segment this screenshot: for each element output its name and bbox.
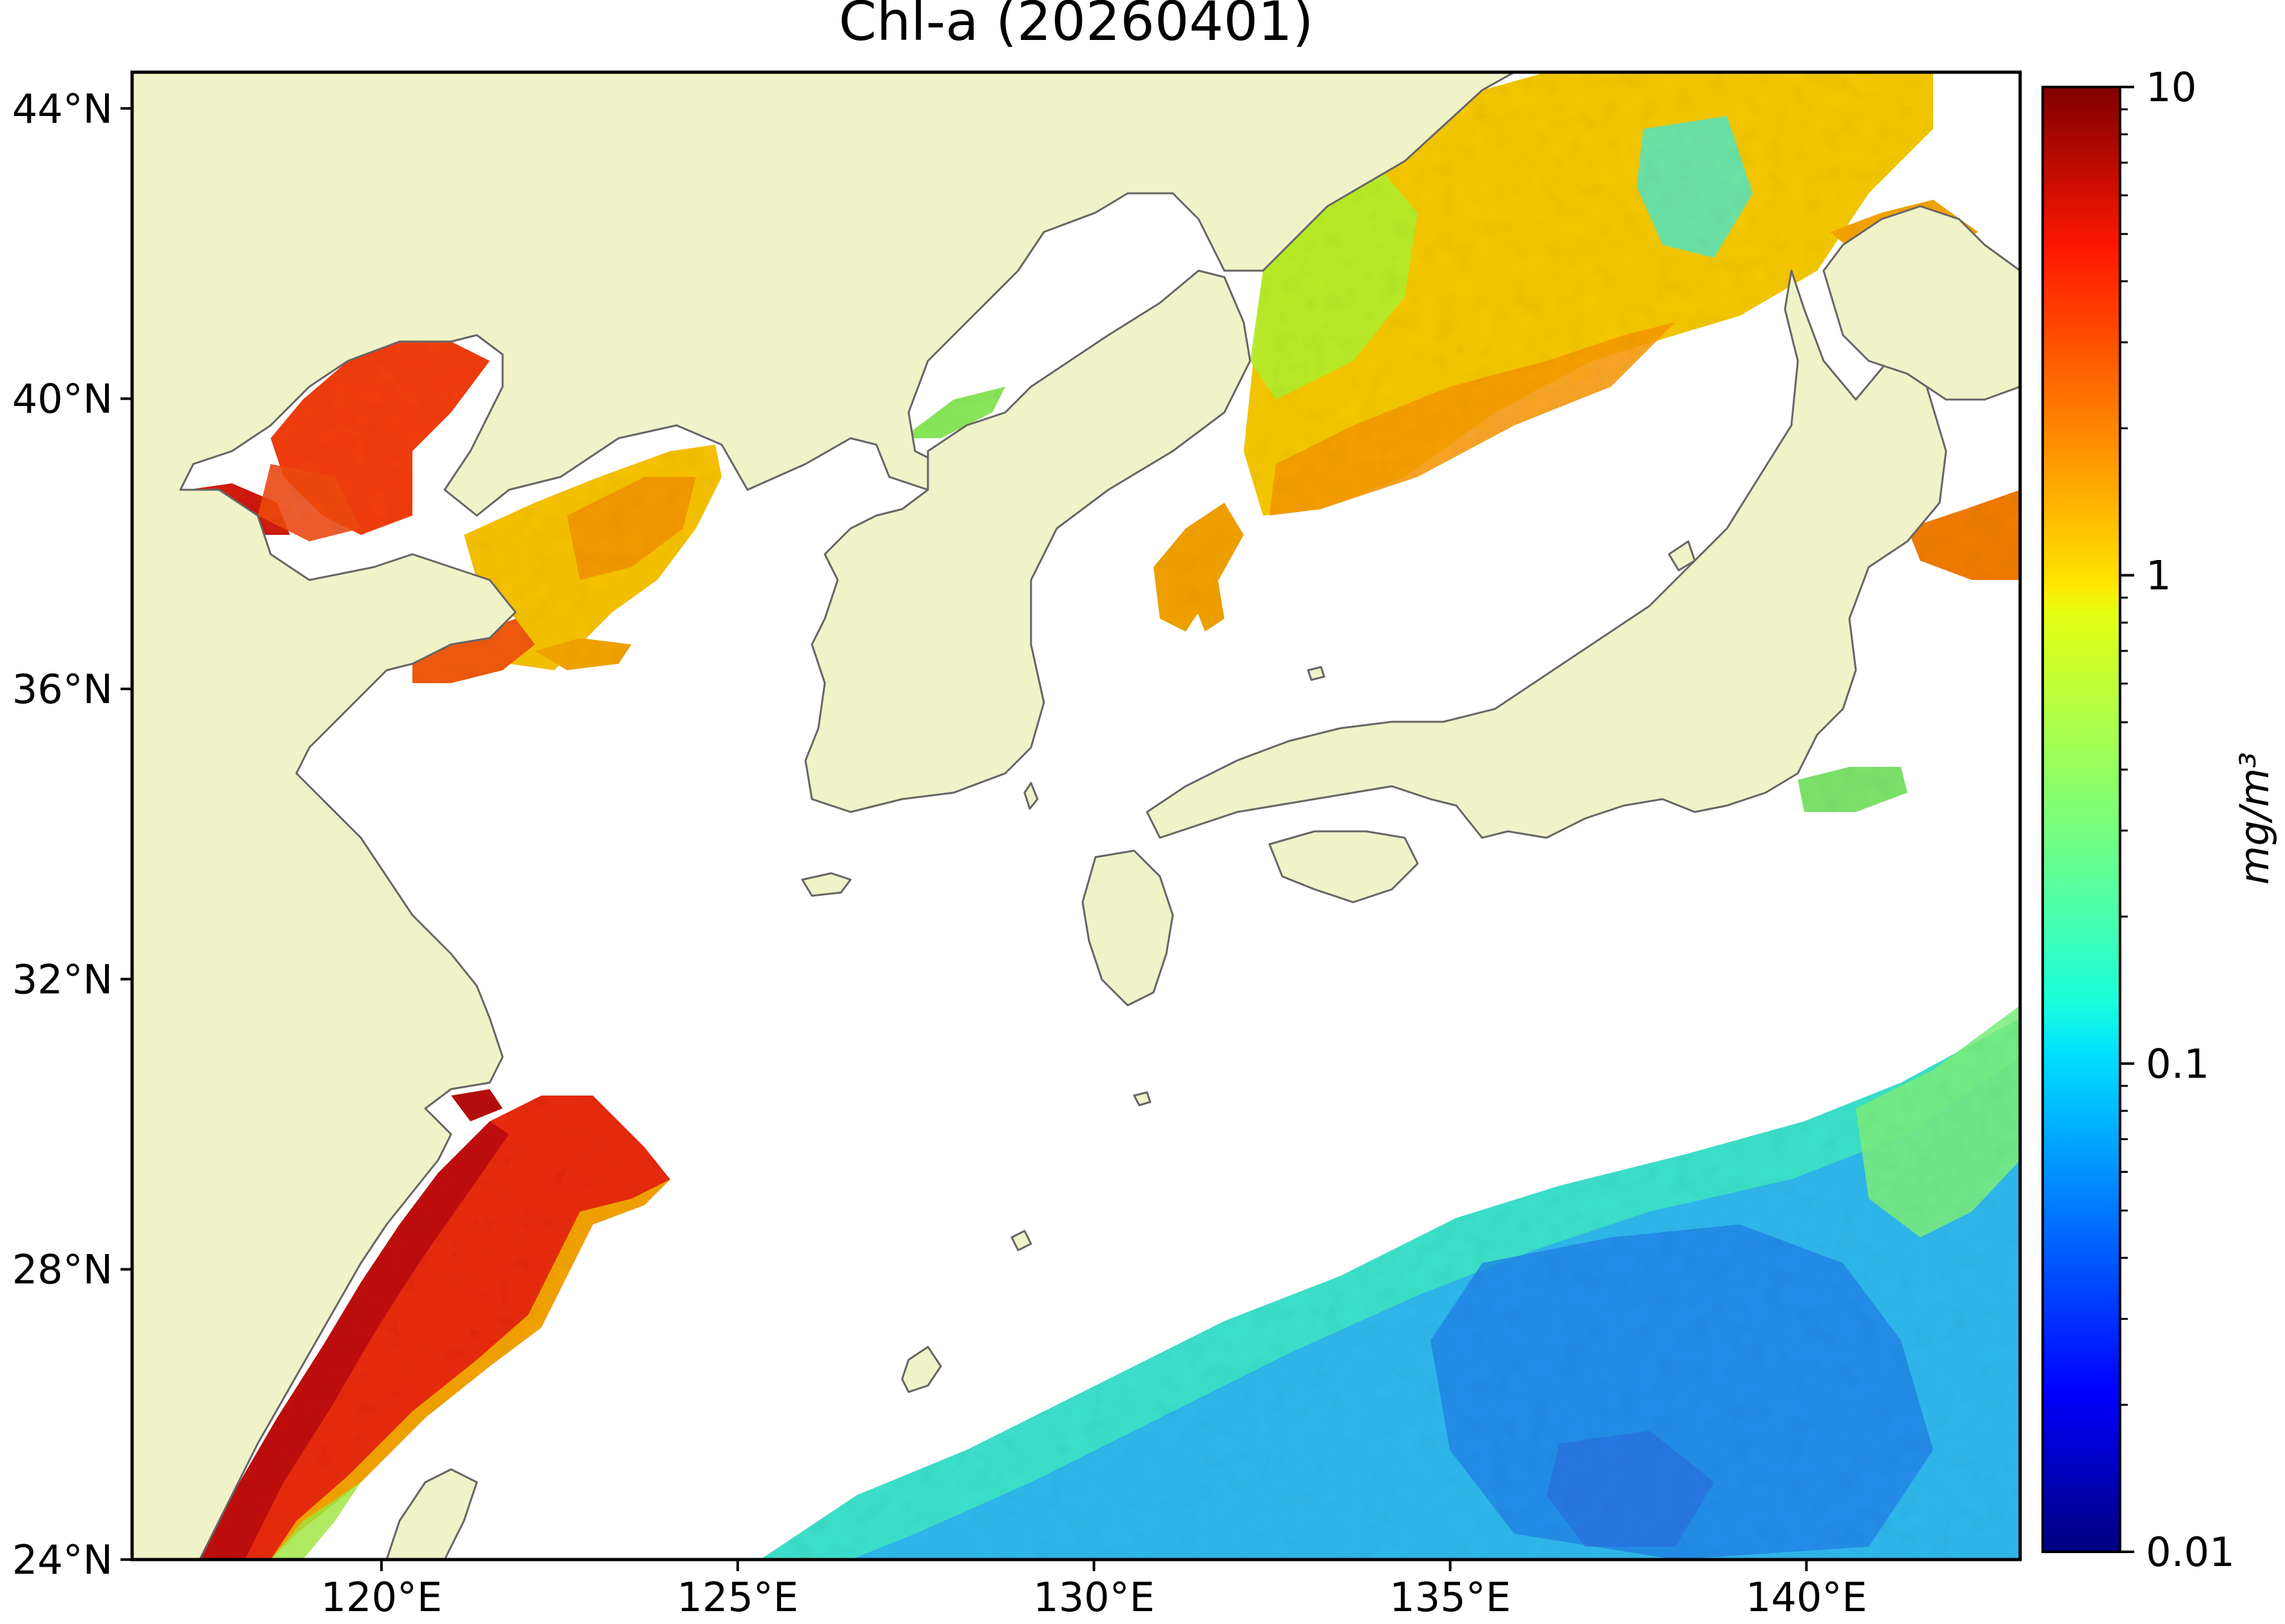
latitude-axis: 44°N 40°N 36°N 32°N 28°N 24°N (12, 85, 132, 1583)
kyushu (1081, 849, 1174, 1007)
okinawa-island (901, 1346, 942, 1393)
yellow-sea-southern-tail (535, 638, 632, 670)
map-panel (132, 72, 2020, 1560)
pacific-blue-spot (1547, 1431, 1714, 1547)
east-china-coast-inner-red (193, 1121, 509, 1560)
longitude-axis: 120°E 125°E 130°E 135°E 140°E (321, 1560, 1867, 1621)
boso-offshore-patch (1798, 767, 1907, 812)
lat-tick-label: 28°N (12, 1246, 113, 1293)
lat-tick-label: 40°N (12, 376, 113, 423)
colorbar-tick-label: 10 (2146, 64, 2197, 111)
yellow-sea-north-orange (567, 477, 696, 580)
lon-tick-label: 120°E (321, 1574, 443, 1621)
tsushima-island (1023, 782, 1039, 810)
yakushima-island (1133, 1091, 1152, 1107)
japan-sea-patch-south (1153, 503, 1244, 632)
colorbar-ticks: 10 1 0.1 0.01 (2120, 64, 2235, 1576)
pacific-north-edge (1907, 490, 2020, 580)
sado-island (1668, 540, 1696, 572)
shandong-south-coast (412, 619, 535, 683)
jeju-island (801, 872, 852, 897)
lat-tick-label: 36°N (12, 666, 113, 713)
lon-tick-label: 135°E (1389, 1574, 1511, 1621)
colorbar-tick-label: 0.01 (2146, 1529, 2235, 1576)
korean-peninsula (804, 269, 1251, 813)
lon-tick-label: 130°E (1033, 1574, 1155, 1621)
colorbar-gradient (2041, 86, 2121, 1553)
lon-tick-label: 140°E (1746, 1574, 1867, 1621)
colorbar-label: mg/m³ (2231, 752, 2278, 885)
japan-sea-cyan-patch (1637, 116, 1753, 258)
lat-tick-label: 24°N (12, 1536, 113, 1583)
taiwan (385, 1468, 478, 1560)
east-china-coast-band (193, 1096, 670, 1560)
pacific-cyan-band (760, 1018, 2020, 1560)
hokkaido (1822, 205, 2020, 401)
pacific-green-east (1856, 1005, 2020, 1237)
ulleungdo-island (1307, 666, 1326, 681)
japan-sea-green-west (1250, 168, 1418, 400)
colorbar-tick-label: 0.1 (2146, 1040, 2210, 1087)
japan-sea-patch-small (1192, 580, 1224, 632)
bohai-central (258, 464, 361, 541)
lat-tick-label: 32°N (12, 956, 113, 1003)
japan-sea-orange-south (1269, 322, 1675, 516)
colorbar-tick-label: 1 (2146, 552, 2171, 599)
korea-northeast-green-strip (902, 387, 1005, 438)
shikoku (1268, 830, 1419, 904)
taiwan-strait-green (271, 1482, 361, 1560)
east-china-coast-outer-yellow (271, 1179, 670, 1560)
colorbar: 10 1 0.1 0.01 mg/m³ (2041, 64, 2278, 1576)
honshu (1146, 269, 1947, 839)
china-mainland (132, 72, 1516, 1560)
hangzhou-bay-red (451, 1089, 503, 1121)
amami-island (1010, 1230, 1032, 1252)
lon-tick-label: 125°E (677, 1574, 799, 1621)
map-frame (130, 70, 2022, 1561)
lat-tick-label: 44°N (12, 85, 113, 132)
map-title: Chl-a (20260401) (839, 0, 1314, 53)
land-layer (132, 72, 2020, 1560)
